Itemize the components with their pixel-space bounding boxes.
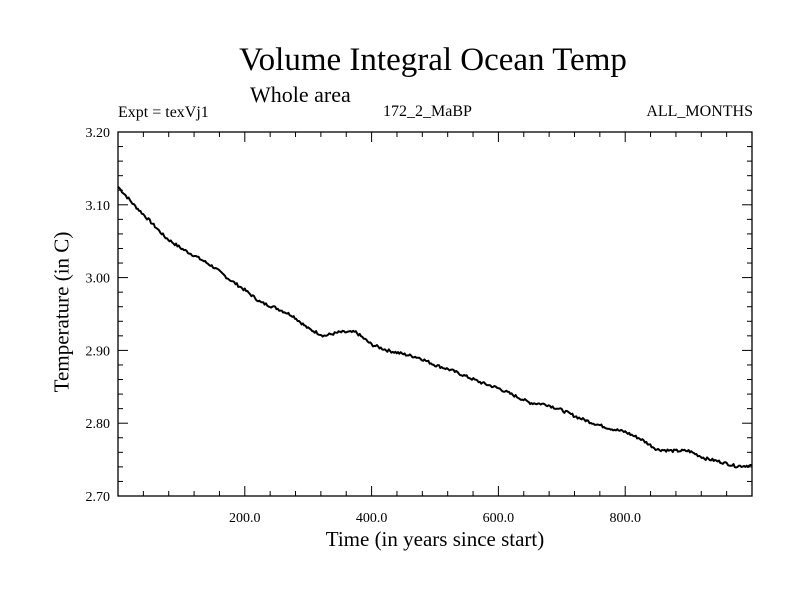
tick-labels: 200.0 400.0 600.0 800.0 2.70 2.80 2.90 3.00 3.10…	[86, 126, 641, 526]
y-tick-label: 2.70	[86, 490, 111, 505]
x-tick-label: 600.0	[483, 511, 515, 526]
x-tick-label: 200.0	[229, 511, 261, 526]
axis-ticks	[118, 131, 752, 497]
y-tick-label: 2.90	[86, 344, 111, 359]
x-tick-label: 800.0	[609, 511, 641, 526]
series-line	[117, 185, 753, 469]
series-lines	[117, 185, 753, 469]
y-tick-label: 3.10	[86, 199, 111, 214]
x-axis-label: Time (in years since start)	[325, 527, 545, 551]
plot-frame	[117, 131, 753, 497]
y-tick-label: 3.20	[86, 126, 111, 141]
chart-title: Volume Integral Ocean Temp	[239, 42, 627, 78]
experiment-label: Expt = texVj1	[118, 104, 209, 121]
chart-subtitle: Whole area	[250, 82, 351, 107]
y-tick-label: 2.80	[86, 417, 111, 432]
months-label: ALL_MONTHS	[646, 103, 753, 120]
dataset-label: 172_2_MaBP	[383, 103, 472, 120]
x-tick-label: 400.0	[356, 511, 388, 526]
y-tick-label: 3.00	[86, 272, 111, 287]
